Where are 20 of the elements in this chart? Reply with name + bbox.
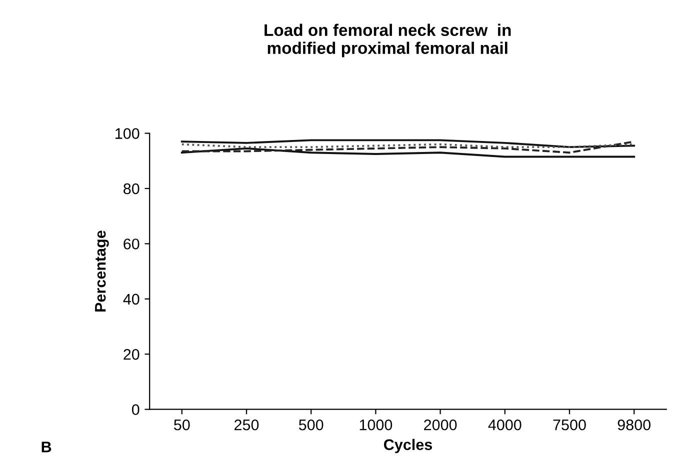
y-tick-label: 100 — [116, 128, 140, 139]
x-tick-label: 500 — [298, 419, 324, 430]
text: B — [42, 442, 52, 452]
x-tick-label: 9800 — [618, 419, 650, 430]
y-tick-label: 20 — [124, 349, 140, 360]
y-tick-label: 40 — [123, 294, 140, 305]
x-tick-label: 4000 — [488, 419, 522, 430]
x-tick-label: 7500 — [553, 419, 586, 430]
x-axis-title: Cycles — [384, 438, 432, 454]
y-axis-title: Percentage — [95, 230, 109, 312]
y-tick-label: 80 — [124, 183, 140, 194]
x-tick-label: 250 — [234, 419, 259, 430]
x-tick-label: 50 — [174, 419, 190, 430]
x-tick-label: 1000 — [360, 419, 392, 430]
chart-title: Load on femoral neck screw in modified proximal femoral nail — [264, 24, 511, 58]
y-tick-label: 0 — [132, 404, 140, 416]
line-series — [180, 139, 636, 148]
line-series — [180, 147, 636, 158]
y-tick-label: 60 — [124, 238, 140, 250]
x-tick-label: 2000 — [424, 419, 457, 430]
